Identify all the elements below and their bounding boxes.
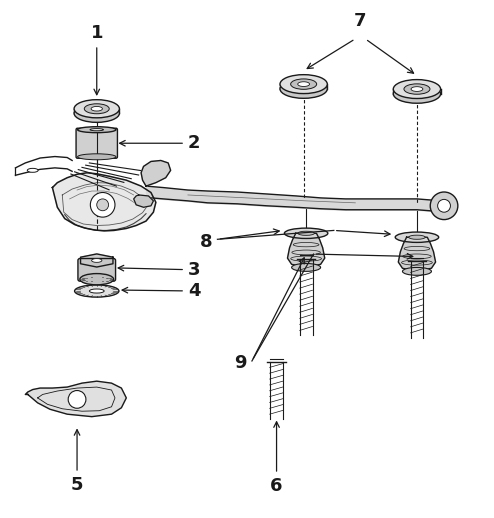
Text: 3: 3 xyxy=(118,261,201,279)
Ellipse shape xyxy=(90,128,103,131)
Circle shape xyxy=(90,193,115,217)
Ellipse shape xyxy=(393,80,441,98)
Ellipse shape xyxy=(280,79,328,98)
Ellipse shape xyxy=(80,274,114,285)
Ellipse shape xyxy=(285,228,328,238)
Polygon shape xyxy=(288,233,325,267)
FancyBboxPatch shape xyxy=(76,128,118,159)
Ellipse shape xyxy=(74,104,120,122)
Text: 2: 2 xyxy=(120,134,201,152)
Text: 8: 8 xyxy=(200,233,212,251)
Polygon shape xyxy=(134,195,154,207)
Ellipse shape xyxy=(290,79,317,89)
Ellipse shape xyxy=(74,99,120,118)
Polygon shape xyxy=(52,173,156,231)
Ellipse shape xyxy=(84,104,109,114)
Circle shape xyxy=(97,199,109,211)
Ellipse shape xyxy=(409,235,425,239)
Polygon shape xyxy=(81,254,113,267)
Polygon shape xyxy=(141,161,170,186)
Polygon shape xyxy=(25,381,126,416)
Circle shape xyxy=(430,192,458,220)
Ellipse shape xyxy=(298,82,310,87)
Ellipse shape xyxy=(393,84,441,103)
Text: 7: 7 xyxy=(354,12,367,30)
Ellipse shape xyxy=(78,127,116,133)
Ellipse shape xyxy=(78,154,116,160)
Ellipse shape xyxy=(404,84,430,94)
FancyBboxPatch shape xyxy=(78,258,116,281)
Text: 1: 1 xyxy=(90,24,103,95)
Circle shape xyxy=(438,199,451,212)
Ellipse shape xyxy=(291,264,321,271)
Ellipse shape xyxy=(91,258,102,262)
Text: 9: 9 xyxy=(235,354,247,372)
Polygon shape xyxy=(398,237,436,271)
Text: 5: 5 xyxy=(71,429,83,494)
Ellipse shape xyxy=(395,232,439,242)
Text: 6: 6 xyxy=(270,422,283,495)
Ellipse shape xyxy=(411,87,423,91)
Ellipse shape xyxy=(403,267,431,275)
Ellipse shape xyxy=(75,285,119,297)
Ellipse shape xyxy=(89,289,104,293)
Ellipse shape xyxy=(91,107,102,111)
Ellipse shape xyxy=(298,231,314,235)
Ellipse shape xyxy=(280,75,328,94)
Circle shape xyxy=(68,391,86,408)
Ellipse shape xyxy=(27,168,38,172)
Text: 4: 4 xyxy=(122,282,201,300)
